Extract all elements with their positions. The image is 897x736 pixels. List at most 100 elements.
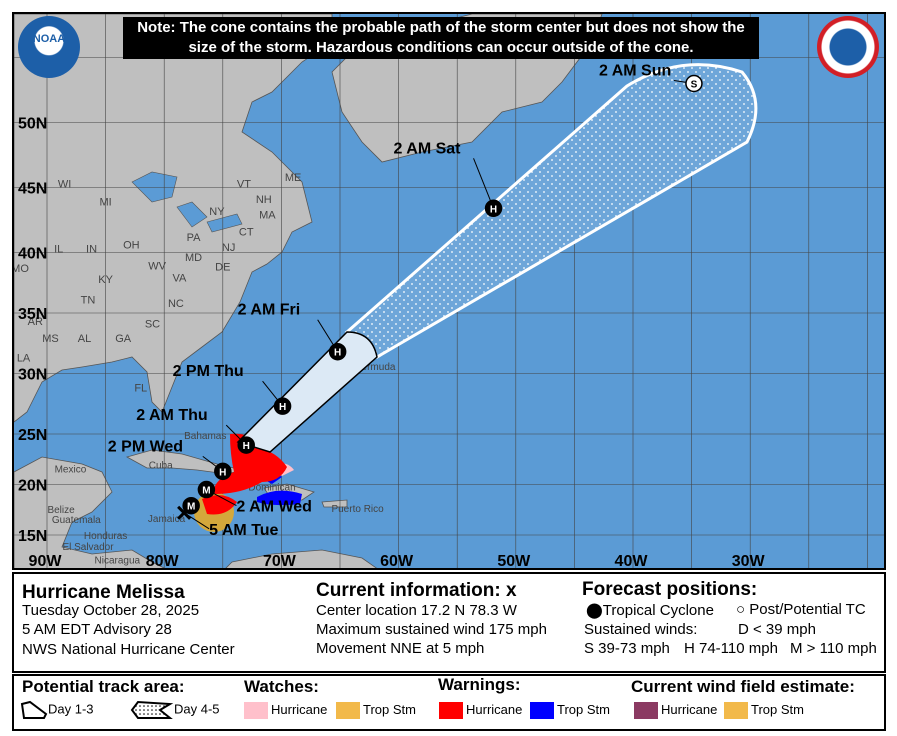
place-label: Cuba xyxy=(149,460,173,471)
forecast-positions-title: Forecast positions: xyxy=(582,579,758,600)
hurricane-warning-swatch xyxy=(439,702,463,720)
place-label: NJ xyxy=(222,242,235,254)
day45-cone-icon xyxy=(130,700,174,719)
lon-label: 40W xyxy=(615,553,649,570)
open-circle-icon: ○ xyxy=(736,601,746,618)
sustained-winds-label: Sustained winds: xyxy=(584,621,698,638)
post-tc-key: ○ Post/Potential TC xyxy=(736,601,866,618)
track-time-label: 2 AM Wed xyxy=(236,499,312,516)
place-label: MS xyxy=(42,333,59,345)
current-x-icon: x xyxy=(506,580,517,601)
hurricane-wind-key: Hurricane xyxy=(634,702,718,720)
current-info-title: Current information: x xyxy=(316,580,517,602)
storm-name: Hurricane Melissa xyxy=(22,582,185,603)
ts-watch-key: Trop Stm xyxy=(336,702,416,720)
place-label: Puerto Rico xyxy=(331,504,384,515)
track-time-label: 2 PM Wed xyxy=(108,438,183,455)
place-label: MD xyxy=(185,252,202,264)
advisory-date: Tuesday October 28, 2025 xyxy=(22,602,200,619)
hurricane-warning-key: Hurricane xyxy=(439,702,523,720)
place-label: IN xyxy=(86,244,97,256)
track-time-label: 2 AM Sat xyxy=(394,140,462,157)
place-label: NC xyxy=(168,298,184,310)
intensity-letter: H xyxy=(279,402,286,413)
place-label: AL xyxy=(78,333,91,345)
land xyxy=(14,14,603,568)
place-label: DE xyxy=(215,262,230,274)
forecast-point-H xyxy=(237,436,255,454)
latitude-labels: 50N 45N 40N 35N 30N 25N 20N 15N xyxy=(18,116,47,546)
lat-label: 30N xyxy=(18,367,47,384)
d-definition: D < 39 mph xyxy=(738,621,816,638)
place-label: Honduras xyxy=(84,531,127,542)
current-info-label: Current information: xyxy=(316,580,501,601)
day45-key: Day 4-5 xyxy=(130,700,220,720)
place-label: FL xyxy=(134,383,147,395)
max-wind: Maximum sustained wind 175 mph xyxy=(316,621,547,638)
lat-label: 45N xyxy=(18,181,47,198)
intensity-letter: H xyxy=(243,441,250,452)
lon-label: 70W xyxy=(263,553,297,570)
place-label: Nicaragua xyxy=(95,555,141,566)
tc-label: Tropical Cyclone xyxy=(602,602,714,619)
movement: Movement NNE at 5 mph xyxy=(316,640,485,657)
intensity-letter: M xyxy=(202,486,210,497)
ts-wind-key: Trop Stm xyxy=(724,702,804,720)
place-label: TN xyxy=(81,294,96,306)
lat-label: 20N xyxy=(18,478,47,495)
lat-label: 25N xyxy=(18,427,47,444)
lon-label: 30W xyxy=(732,553,766,570)
tropical-cyclone-key: ⬤Tropical Cyclone xyxy=(586,601,714,619)
forecast-point-H xyxy=(484,199,503,218)
post-tc-label: Post/Potential TC xyxy=(749,601,866,618)
track-time-label: 2 AM Fri xyxy=(238,302,301,319)
info-panel: Hurricane Melissa Tuesday October 28, 20… xyxy=(12,572,886,673)
hurricane-watch-swatch xyxy=(244,702,268,720)
place-label: NY xyxy=(209,206,225,218)
track-area-title: Potential track area: xyxy=(22,677,185,696)
forecast-point-S xyxy=(685,74,703,93)
m-definition: M > 110 mph xyxy=(790,640,877,657)
noaa-logo-text: NOAA xyxy=(32,33,66,45)
ts-watch-swatch xyxy=(336,702,360,720)
s-definition: S 39-73 mph xyxy=(584,640,670,657)
watches-title: Watches: xyxy=(244,677,319,696)
day13-key: Day 1-3 xyxy=(20,700,94,720)
lon-label: 80W xyxy=(146,553,180,570)
hurricane-watch-label: Hurricane xyxy=(271,702,328,717)
place-label: VT xyxy=(237,179,251,191)
forecast-point-H xyxy=(214,462,232,481)
h-definition: H 74-110 mph xyxy=(684,640,778,657)
place-label: Jamaica xyxy=(148,514,186,525)
ts-watch-label: Trop Stm xyxy=(363,702,416,717)
intensity-letter: M xyxy=(187,502,195,513)
forecast-track: 5 AM Tue M 2 AM Wed M 2 PM Wed H 2 AM Thu H 2 PM… xyxy=(108,63,703,539)
place-label: Bermuda xyxy=(355,362,396,373)
intensity-letter: H xyxy=(334,348,341,359)
place-labels: ME NH VT MA CT NY PA NJ MD DE WV VA NC SC GA FL AL MS TNKY… xyxy=(14,172,396,566)
center-location: Center location 17.2 N 78.3 W xyxy=(316,602,517,619)
ts-warning-label: Trop Stm xyxy=(557,702,610,717)
place-label: VA xyxy=(173,273,188,285)
ts-wind-label: Trop Stm xyxy=(751,702,804,717)
hurricane-warning-label: Hurricane xyxy=(466,702,523,717)
place-label: MO xyxy=(14,263,29,275)
place-label: WI xyxy=(58,179,71,191)
advisory-number: 5 AM EDT Advisory 28 xyxy=(22,621,172,638)
track-time-label: 2 AM Sun xyxy=(599,63,671,80)
intensity-letter: H xyxy=(490,204,497,215)
cone-note: Note: The cone contains the probable pat… xyxy=(123,17,759,59)
day45-label: Day 4-5 xyxy=(174,701,220,717)
ts-wind-swatch xyxy=(724,702,748,720)
day13-label: Day 1-3 xyxy=(48,701,94,717)
place-label: Guatemala xyxy=(52,515,101,526)
noaa-logo: NOAA xyxy=(18,16,80,78)
track-time-label: 2 AM Thu xyxy=(136,407,207,424)
place-label: MI xyxy=(99,197,111,209)
place-label: NH xyxy=(256,194,272,206)
ts-warning-key: Trop Stm xyxy=(530,702,610,720)
intensity-letter: H xyxy=(219,467,226,478)
lon-label: 90W xyxy=(29,553,63,570)
place-label: AR xyxy=(28,316,43,328)
hurricane-wind-label: Hurricane xyxy=(661,702,718,717)
